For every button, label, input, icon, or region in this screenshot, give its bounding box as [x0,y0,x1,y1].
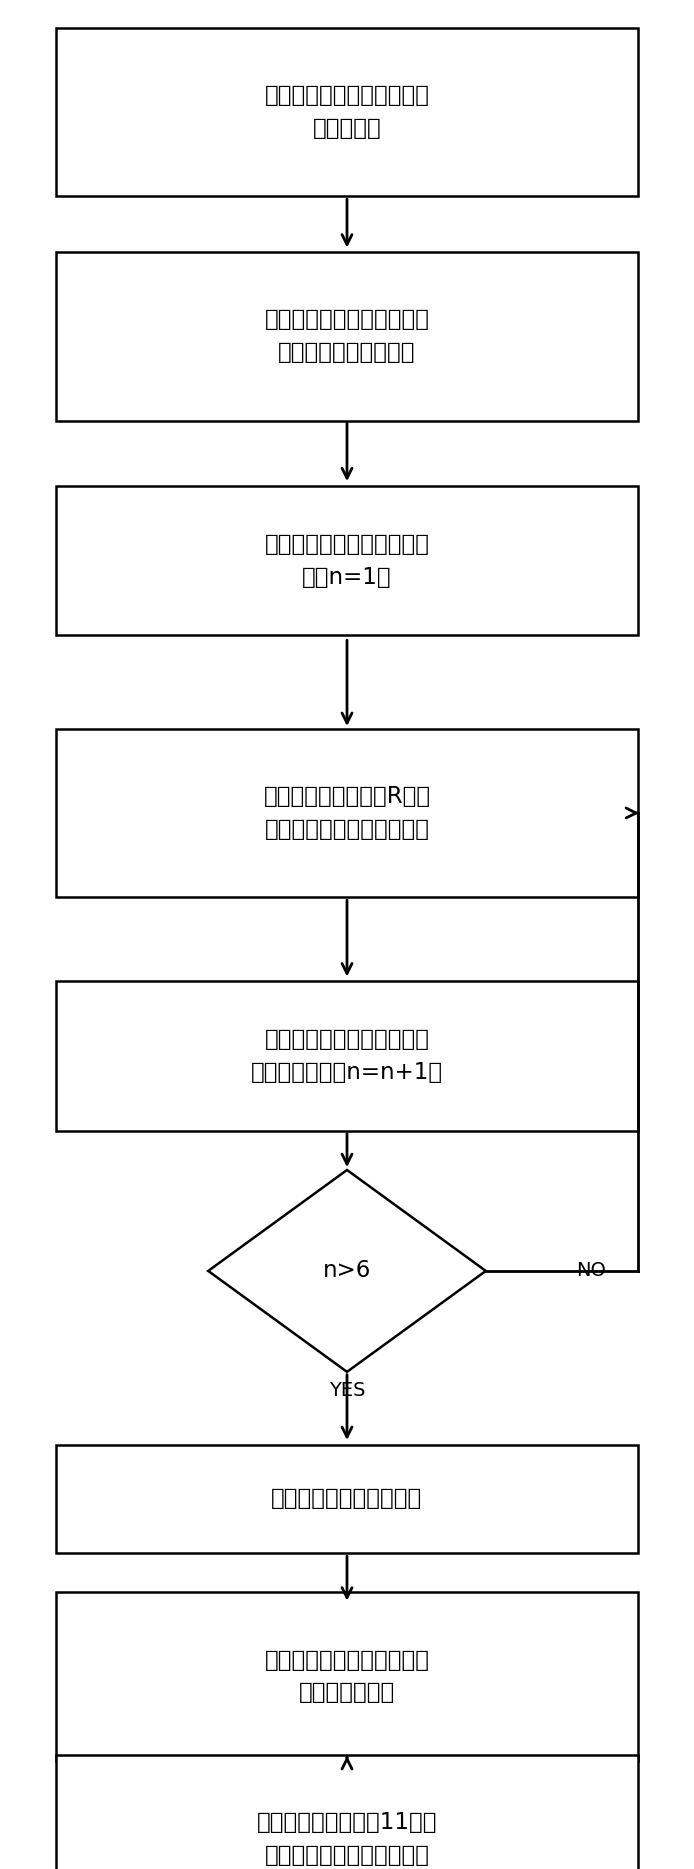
Text: 翻转箱体，改变箱体与无磁
平台的接触面（n=n+1）: 翻转箱体，改变箱体与无磁 平台的接触面（n=n+1） [251,1028,443,1084]
Text: 实时测量，利用式（11）校
准误差并得到实时地磁矢量: 实时测量，利用式（11）校 准误差并得到实时地磁矢量 [257,1811,437,1867]
Text: 水平旋转箱体，记录R个姿
态下的磁传感器和惯导输出: 水平旋转箱体，记录R个姿 态下的磁传感器和惯导输出 [264,785,430,841]
FancyBboxPatch shape [56,729,638,897]
FancyBboxPatch shape [56,28,638,196]
Text: 将三轴磁传感器和惯导系统
封装在无磁六面箱体中: 将三轴磁传感器和惯导系统 封装在无磁六面箱体中 [264,308,430,364]
FancyBboxPatch shape [56,486,638,635]
Text: 利用拉格朗日乘数法求解最
优误差模型参数: 利用拉格朗日乘数法求解最 优误差模型参数 [264,1648,430,1705]
FancyBboxPatch shape [56,1592,638,1761]
Text: 建立带约束的线性方程组: 建立带约束的线性方程组 [271,1488,423,1510]
Text: 用质子磁力仪测量校准区域
的地磁总量: 用质子磁力仪测量校准区域 的地磁总量 [264,84,430,140]
FancyBboxPatch shape [56,1445,638,1553]
Text: NO: NO [576,1262,606,1280]
Text: n>6: n>6 [323,1260,371,1282]
FancyBboxPatch shape [56,252,638,421]
FancyBboxPatch shape [56,981,638,1131]
Polygon shape [208,1170,486,1372]
FancyBboxPatch shape [56,1755,638,1869]
Text: YES: YES [329,1381,365,1400]
Text: 将六面箱体放置在无磁平台
上（n=1）: 将六面箱体放置在无磁平台 上（n=1） [264,533,430,589]
